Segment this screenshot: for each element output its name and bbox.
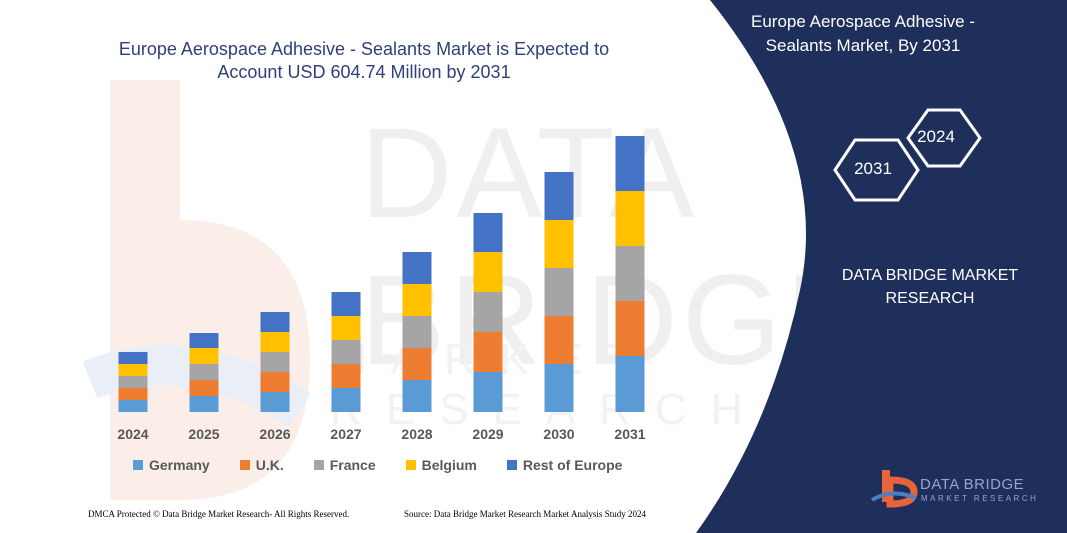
bar-segment-2027-u-k	[331, 364, 361, 388]
bar-segment-2026-france	[260, 352, 290, 372]
x-tick-label: 2024	[117, 426, 148, 442]
bar-segment-2024-rest-of-europe	[118, 352, 148, 364]
bars-layer	[118, 136, 645, 412]
bar-segment-2031-germany	[615, 356, 645, 412]
chart-title: Europe Aerospace Adhesive - Sealants Mar…	[118, 39, 610, 82]
legend-swatch	[133, 460, 143, 470]
bar-segment-2025-rest-of-europe	[189, 333, 219, 348]
bar-segment-2028-rest-of-europe	[402, 252, 432, 284]
bar-segment-2026-germany	[260, 392, 290, 412]
bar-segment-2029-rest-of-europe	[473, 213, 503, 252]
legend-label: Belgium	[421, 457, 477, 473]
bar-segment-2030-belgium	[544, 220, 574, 268]
brand-logo-icon	[870, 470, 918, 508]
legend-swatch	[405, 460, 416, 470]
bar-segment-2025-france	[189, 364, 219, 380]
bar-segment-2029-belgium	[473, 252, 503, 292]
bar-segment-2026-belgium	[260, 332, 290, 352]
legend-item: France	[313, 457, 376, 473]
x-axis-ticks: 2024 2025 2026 2027 2028 2029 2030 2031	[117, 426, 645, 442]
x-tick-label: 2026	[259, 426, 290, 442]
x-tick-label: 2025	[188, 426, 219, 442]
bar-segment-2024-belgium	[118, 364, 148, 376]
x-tick-label: 2029	[472, 426, 503, 442]
bar-segment-2030-u-k	[544, 316, 574, 364]
legend: Germany U.K. France Belgium Rest of Europe	[133, 455, 652, 475]
stacked-bar-chart: 2024 2025 2026 2027 2028 2029 2030 2031	[117, 136, 646, 442]
bar-segment-2027-rest-of-europe	[331, 292, 361, 316]
bar-segment-2024-u-k	[118, 388, 148, 400]
x-tick-label: 2028	[401, 426, 432, 442]
bar-segment-2025-belgium	[189, 348, 219, 364]
hex-2031-label: 2031	[854, 159, 892, 178]
legend-item: Belgium	[405, 457, 477, 473]
legend-swatch	[313, 460, 324, 470]
bar-segment-2031-france	[615, 246, 645, 301]
panel-title: Europe Aerospace Adhesive - Sealants Mar…	[751, 12, 975, 55]
bar-segment-2030-france	[544, 268, 574, 316]
x-tick-label: 2031	[614, 426, 645, 442]
legend-label: France	[329, 457, 376, 473]
hex-2024-label: 2024	[917, 127, 955, 146]
bar-segment-2030-rest-of-europe	[544, 172, 574, 220]
footer-copyright: DMCA Protected © Data Bridge Market Rese…	[88, 509, 350, 519]
x-tick-label: 2027	[330, 426, 361, 442]
bar-segment-2025-germany	[189, 396, 219, 412]
legend-label: Germany	[149, 457, 210, 473]
bar-segment-2029-france	[473, 292, 503, 332]
bar-segment-2024-france	[118, 376, 148, 388]
bar-segment-2026-rest-of-europe	[260, 312, 290, 332]
legend-swatch	[239, 460, 250, 470]
bar-segment-2028-belgium	[402, 284, 432, 316]
bar-segment-2031-belgium	[615, 191, 645, 246]
bar-segment-2027-germany	[331, 388, 361, 412]
legend-item: Germany	[133, 457, 210, 473]
bar-segment-2029-u-k	[473, 332, 503, 372]
legend-label: Rest of Europe	[522, 457, 623, 473]
x-tick-label: 2030	[543, 426, 574, 442]
bar-segment-2025-u-k	[189, 380, 219, 396]
logo-tagline: MARKET RESEARCH	[921, 494, 1039, 503]
bar-segment-2028-u-k	[402, 348, 432, 380]
footer-source: Source: Data Bridge Market Research Mark…	[404, 509, 646, 519]
bar-segment-2029-germany	[473, 372, 503, 412]
bar-segment-2027-france	[331, 340, 361, 364]
bar-segment-2028-germany	[402, 380, 432, 412]
legend-label: U.K.	[255, 457, 284, 473]
bar-segment-2028-france	[402, 316, 432, 348]
legend-swatch	[506, 460, 517, 470]
bar-segment-2027-belgium	[331, 316, 361, 340]
bar-segment-2031-rest-of-europe	[615, 136, 645, 191]
bar-segment-2031-u-k	[615, 301, 645, 356]
legend-item: U.K.	[239, 457, 284, 473]
bar-segment-2030-germany	[544, 364, 574, 412]
logo-name: DATA BRIDGE	[920, 476, 1025, 493]
brand-name: DATA BRIDGE MARKET RESEARCH	[841, 267, 1019, 307]
bar-segment-2024-germany	[118, 400, 148, 412]
bar-segment-2026-u-k	[260, 372, 290, 392]
legend-item: Rest of Europe	[506, 457, 623, 473]
